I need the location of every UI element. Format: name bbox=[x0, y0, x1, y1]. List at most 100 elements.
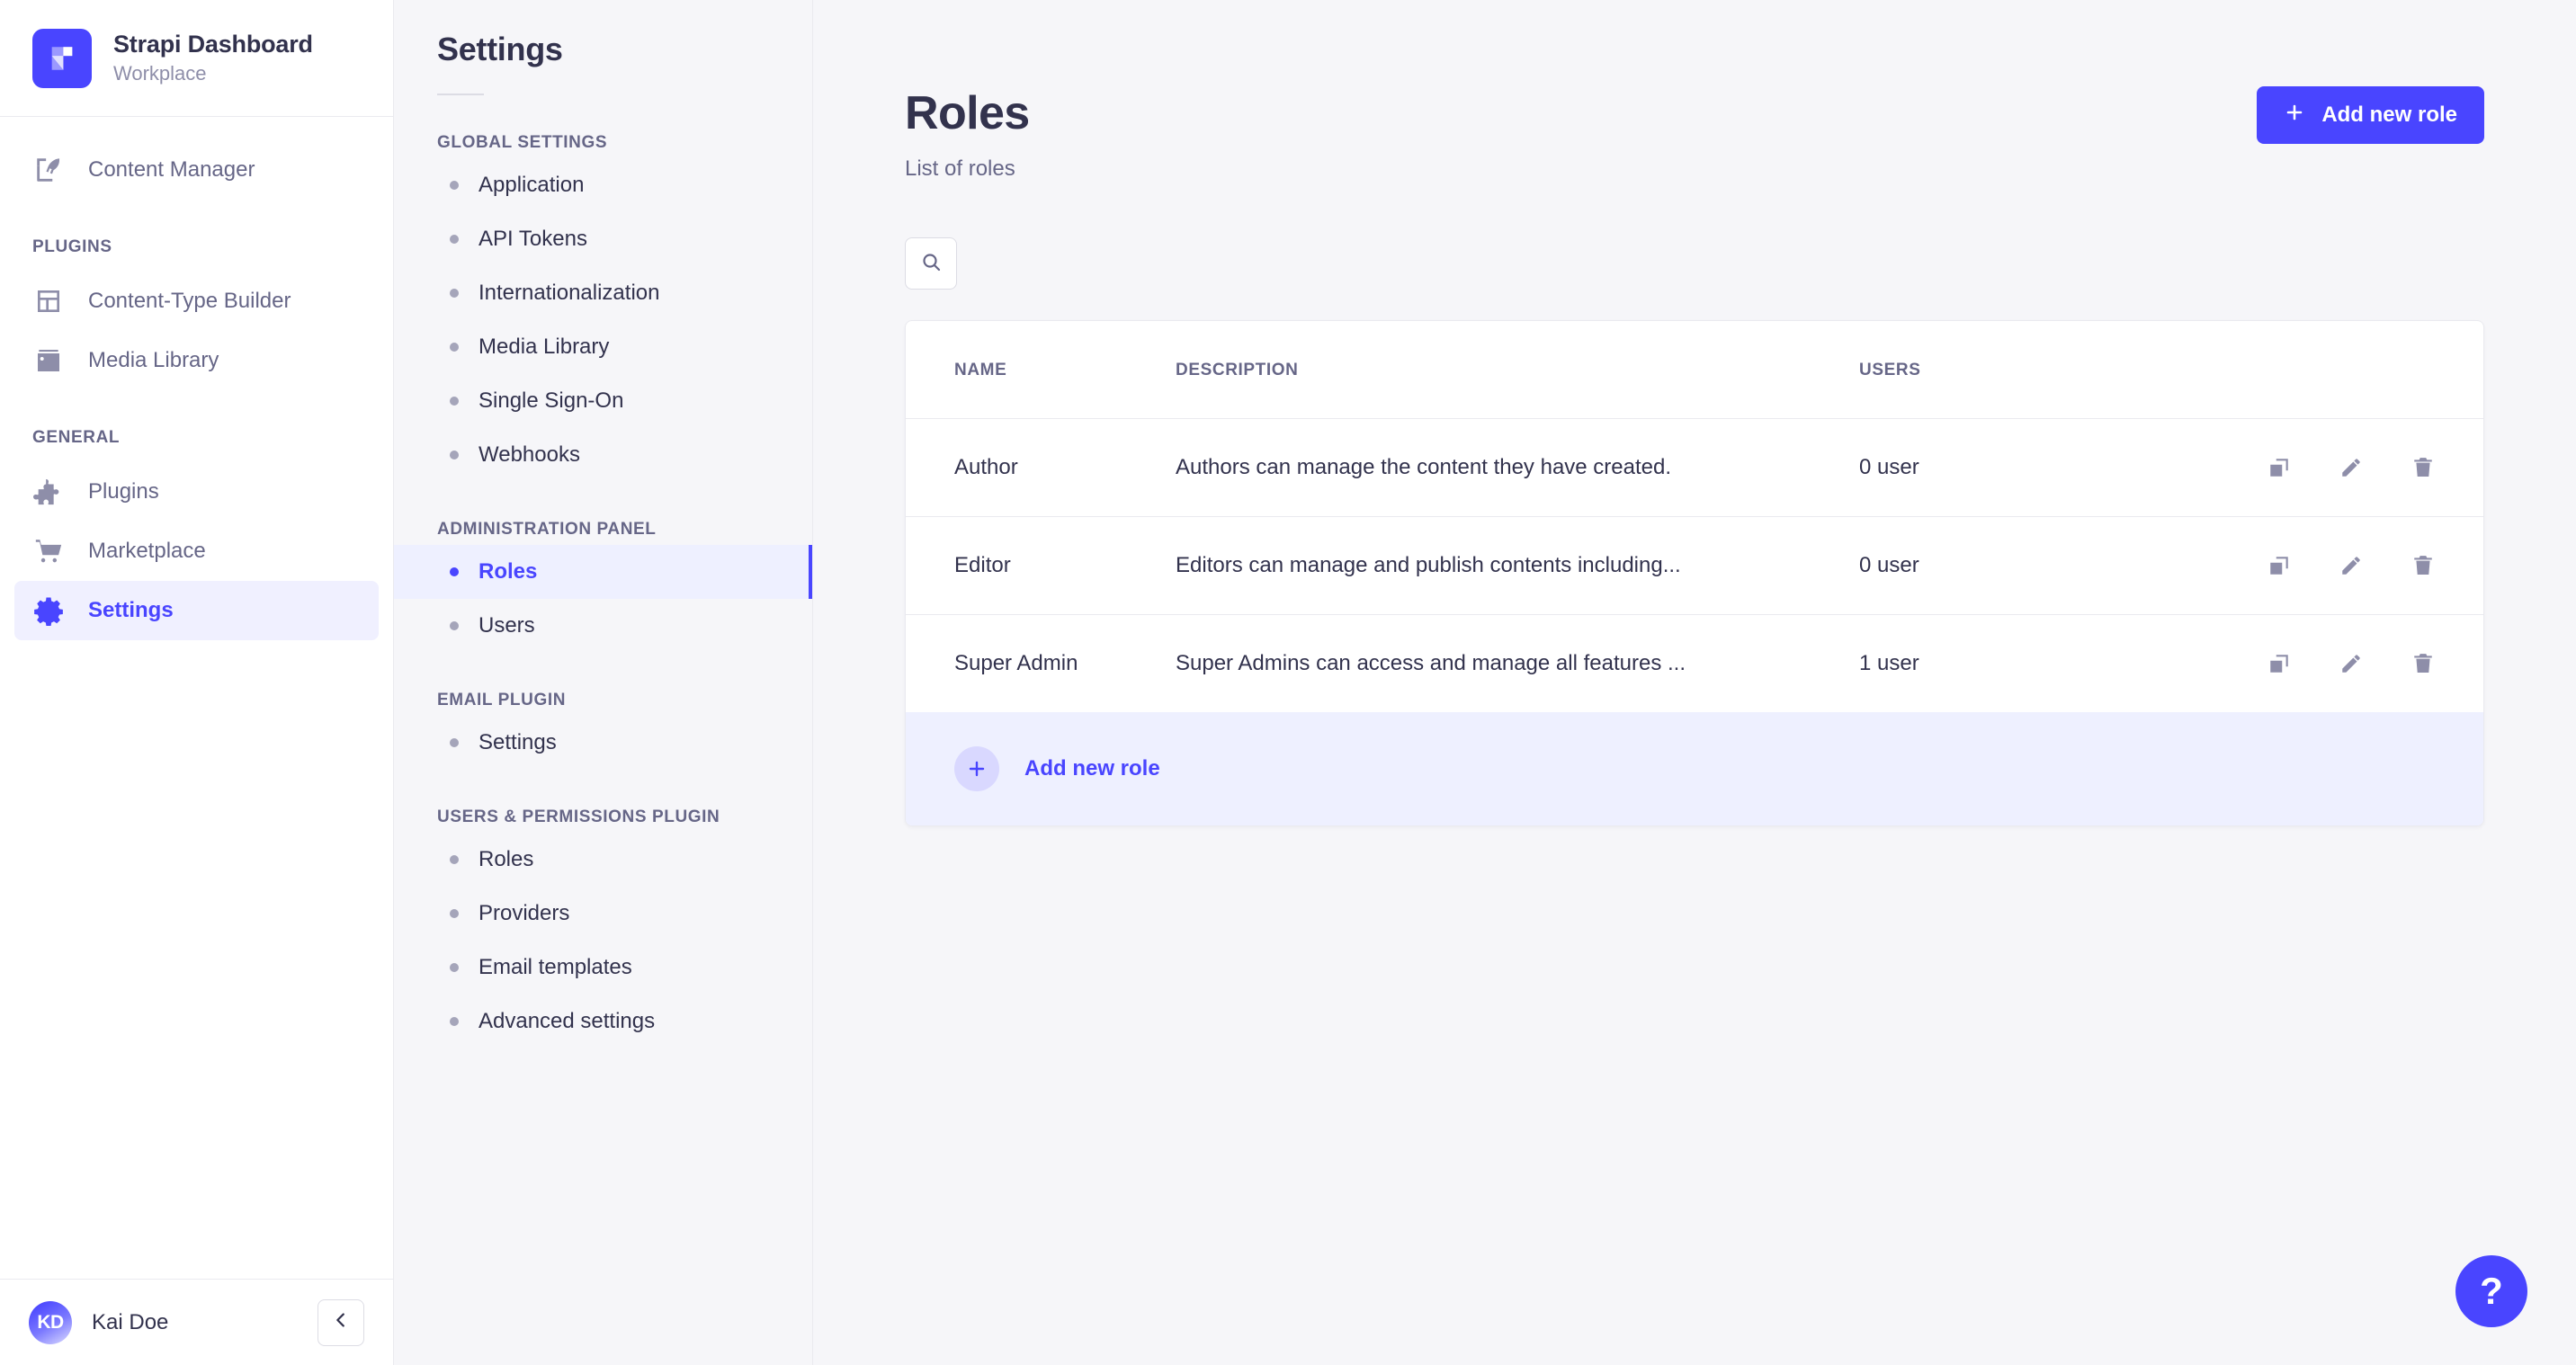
cell-role-name: Super Admin bbox=[954, 651, 1078, 675]
cell-role-users: 0 user bbox=[1859, 516, 2129, 615]
bullet-icon bbox=[450, 621, 459, 630]
cell-role-description: Super Admins can access and manage all f… bbox=[1176, 651, 1686, 675]
subnav-item-users[interactable]: Users bbox=[394, 599, 812, 653]
settings-subnav: Settings GLOBAL SETTINGS Application API… bbox=[394, 0, 813, 1365]
subnav-item-api-tokens[interactable]: API Tokens bbox=[394, 212, 812, 266]
sidebar-item-content-manager[interactable]: Content Manager bbox=[14, 140, 379, 200]
subnav-item-providers[interactable]: Providers bbox=[394, 887, 812, 941]
row-actions bbox=[2129, 456, 2435, 479]
bullet-icon bbox=[450, 289, 459, 298]
brand-title: Strapi Dashboard bbox=[113, 31, 313, 58]
sidebar-collapse-button[interactable] bbox=[318, 1298, 364, 1346]
cell-role-name: Author bbox=[906, 418, 1176, 517]
sidebar-item-plugins[interactable]: Plugins bbox=[14, 462, 379, 522]
row-actions bbox=[2129, 652, 2435, 675]
duplicate-icon[interactable] bbox=[2267, 554, 2291, 577]
subnav-item-label: Roles bbox=[479, 559, 538, 584]
sidebar-item-content-type-builder[interactable]: Content-Type Builder bbox=[14, 272, 379, 331]
delete-trash-icon[interactable] bbox=[2411, 456, 2435, 479]
strapi-logo-icon bbox=[32, 28, 92, 88]
duplicate-icon[interactable] bbox=[2267, 456, 2291, 479]
search-icon bbox=[920, 251, 942, 277]
subnav-item-up-roles[interactable]: Roles bbox=[394, 833, 812, 887]
user-bar[interactable]: KD Kai Doe bbox=[0, 1279, 393, 1365]
subnav-item-email-templates[interactable]: Email templates bbox=[394, 941, 812, 995]
bullet-icon bbox=[450, 738, 459, 747]
add-new-role-footer-label: Add new role bbox=[1024, 756, 1160, 781]
sidebar-item-label: Media Library bbox=[88, 348, 219, 372]
sidebar-group-label-general: GENERAL bbox=[32, 428, 121, 447]
subnav-item-email-settings[interactable]: Settings bbox=[394, 716, 812, 770]
subnav-title: Settings bbox=[437, 31, 563, 67]
column-header-actions bbox=[2129, 321, 2483, 419]
cell-role-users: 1 user bbox=[1859, 651, 1919, 675]
table-body: Author Authors can manage the content th… bbox=[906, 418, 2483, 713]
bullet-icon bbox=[450, 451, 459, 459]
delete-trash-icon[interactable] bbox=[2411, 554, 2435, 577]
page-subtitle: List of roles bbox=[905, 156, 1015, 181]
brand-subtitle: Workplace bbox=[113, 62, 207, 85]
subnav-item-single-sign-on[interactable]: Single Sign-On bbox=[394, 374, 812, 428]
table-row[interactable]: Author Authors can manage the content th… bbox=[906, 418, 2483, 517]
column-header-users: USERS bbox=[1859, 321, 2129, 419]
subnav-divider bbox=[437, 94, 484, 95]
duplicate-icon[interactable] bbox=[2267, 652, 2291, 675]
column-header-name: NAME bbox=[906, 321, 1176, 419]
bullet-icon bbox=[450, 397, 459, 406]
bullet-icon bbox=[450, 181, 459, 190]
sidebar-item-label: Settings bbox=[88, 598, 174, 622]
layout-grid-icon bbox=[32, 285, 65, 317]
add-new-role-footer-button[interactable]: Add new role bbox=[906, 712, 2483, 825]
subnav-group-email-plugin: EMAIL PLUGIN Settings bbox=[394, 691, 812, 770]
column-header-description: DESCRIPTION bbox=[1176, 321, 1859, 419]
add-new-role-button[interactable]: Add new role bbox=[2257, 86, 2484, 144]
sidebar-item-label: Marketplace bbox=[88, 539, 206, 563]
edit-pencil-icon[interactable] bbox=[2339, 554, 2363, 577]
subnav-group-administration-panel: ADMINISTRATION PANEL Roles Users bbox=[394, 520, 812, 653]
subnav-item-internationalization[interactable]: Internationalization bbox=[394, 266, 812, 320]
search-button[interactable] bbox=[905, 237, 957, 290]
cell-role-description: Authors can manage the content they have… bbox=[1176, 455, 1672, 479]
sidebar-item-media-library[interactable]: Media Library bbox=[14, 331, 379, 390]
shopping-cart-icon bbox=[32, 535, 65, 567]
cell-role-description: Editors can manage and publish contents … bbox=[1176, 553, 1681, 577]
add-new-role-button-label: Add new role bbox=[2321, 103, 2457, 127]
subnav-item-media-library[interactable]: Media Library bbox=[394, 320, 812, 374]
sidebar-item-marketplace[interactable]: Marketplace bbox=[14, 522, 379, 581]
subnav-item-roles[interactable]: Roles bbox=[394, 545, 812, 599]
page-title: Roles bbox=[905, 87, 1030, 139]
subnav-item-label: Webhooks bbox=[479, 442, 580, 467]
toolbar bbox=[813, 182, 2576, 290]
edit-pencil-icon[interactable] bbox=[2339, 456, 2363, 479]
puzzle-piece-icon bbox=[32, 476, 65, 508]
main-sidebar: Strapi Dashboard Workplace Content Manag… bbox=[0, 0, 394, 1365]
subnav-item-label: Application bbox=[479, 173, 585, 197]
subnav-item-label: Media Library bbox=[479, 335, 610, 359]
subnav-item-label: Email templates bbox=[479, 955, 632, 979]
feather-pen-icon bbox=[32, 154, 65, 186]
avatar: KD bbox=[29, 1300, 72, 1344]
bullet-icon bbox=[450, 567, 459, 576]
user-name: Kai Doe bbox=[92, 1309, 169, 1334]
delete-trash-icon[interactable] bbox=[2411, 652, 2435, 675]
table-header-row: NAME DESCRIPTION USERS bbox=[906, 321, 2483, 419]
subnav-group-global-settings: GLOBAL SETTINGS Application API Tokens I… bbox=[394, 133, 812, 482]
subnav-item-label: Advanced settings bbox=[479, 1009, 656, 1033]
bullet-icon bbox=[450, 235, 459, 244]
subnav-group-label: USERS & PERMISSIONS PLUGIN bbox=[437, 807, 720, 826]
subnav-item-webhooks[interactable]: Webhooks bbox=[394, 428, 812, 482]
bullet-icon bbox=[450, 963, 459, 972]
sidebar-item-settings[interactable]: Settings bbox=[14, 581, 379, 640]
subnav-item-advanced-settings[interactable]: Advanced settings bbox=[394, 995, 812, 1048]
bullet-icon bbox=[450, 343, 459, 352]
row-actions bbox=[2129, 554, 2435, 577]
plus-icon bbox=[954, 746, 999, 791]
table-row[interactable]: Editor Editors can manage and publish co… bbox=[906, 516, 2483, 615]
brand-header[interactable]: Strapi Dashboard Workplace bbox=[0, 0, 393, 117]
sidebar-item-label: Content Manager bbox=[88, 157, 255, 182]
edit-pencil-icon[interactable] bbox=[2339, 652, 2363, 675]
table-row[interactable]: Super Admin Super Admins can access and … bbox=[906, 615, 2483, 713]
subnav-item-application[interactable]: Application bbox=[394, 158, 812, 212]
help-button[interactable]: ? bbox=[2455, 1255, 2527, 1327]
